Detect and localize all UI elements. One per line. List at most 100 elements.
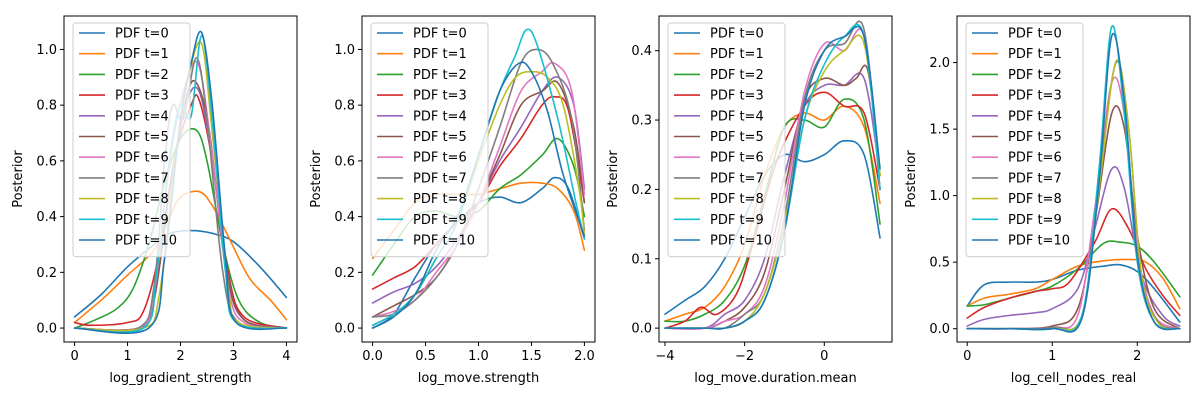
y-tick-label: 0.2 <box>334 266 355 281</box>
series-lines <box>371 28 586 329</box>
legend-entry: PDF t=4 <box>710 109 764 124</box>
legend-entry: PDF t=1 <box>1008 47 1062 62</box>
legend-entry: PDF t=3 <box>115 89 169 104</box>
axes-frame <box>658 15 893 343</box>
legend-entry: PDF t=0 <box>1008 27 1062 42</box>
axes-frame <box>956 15 1191 343</box>
x-tick-label: 0 <box>963 349 971 364</box>
legend-entry: PDF t=5 <box>1008 130 1062 145</box>
x-axis-label: log_move.duration.mean <box>694 371 856 386</box>
legend-entry: PDF t=9 <box>1008 213 1062 228</box>
legend-entry: PDF t=2 <box>115 68 169 83</box>
legend-entry: PDF t=6 <box>1008 151 1062 166</box>
legend-entry: PDF t=10 <box>413 234 475 249</box>
y-tick-label: 0.0 <box>36 322 57 337</box>
y-axis-label: Posterior <box>309 150 324 208</box>
y-tick-label: 0.0 <box>929 322 950 337</box>
legend-entry: PDF t=0 <box>413 27 467 42</box>
y-axis-label: Posterior <box>606 150 621 208</box>
legend: PDF t=0 PDF t=1 PDF t=2 PDF t=3 PDF t=4 PDF t… <box>72 22 191 258</box>
series-line-t3 <box>966 207 1181 319</box>
x-tick-label: 0 <box>820 349 828 364</box>
y-tick-label: 1.5 <box>929 123 950 138</box>
legend-entry: PDF t=4 <box>115 109 169 124</box>
legend-entry: PDF t=2 <box>1008 68 1062 83</box>
series-line-t1 <box>966 258 1181 310</box>
legend-entry: PDF t=6 <box>413 151 467 166</box>
y-tick-label: 0.4 <box>631 44 652 59</box>
y-tick-label: 0.5 <box>929 256 950 271</box>
legend-entry: PDF t=8 <box>413 192 467 207</box>
series-line-t9 <box>73 34 288 333</box>
legend-entry: PDF t=3 <box>1008 89 1062 104</box>
x-tick-label: 0.5 <box>415 349 436 364</box>
legend-entry: PDF t=7 <box>115 171 169 186</box>
legend-entry: PDF t=6 <box>115 151 169 166</box>
series-line-t10 <box>664 25 881 330</box>
legend-entry: PDF t=2 <box>413 68 467 83</box>
x-tick-label: 1.0 <box>468 349 489 364</box>
y-tick-label: 0.1 <box>631 252 652 267</box>
y-tick-label: 0.6 <box>36 154 57 169</box>
subplot-2: 0.0 0.5 1.0 1.5 2.0 0.0 0.2 0.4 0.6 0.8 1.0 log_mov… <box>309 15 596 386</box>
x-tick-label: 2 <box>176 349 184 364</box>
y-tick-label: 0.2 <box>36 266 57 281</box>
series-line-t4 <box>371 76 586 304</box>
x-tick-label: 1 <box>123 349 131 364</box>
legend-entry: PDF t=10 <box>1008 234 1070 249</box>
legend: PDF t=0 PDF t=1 PDF t=2 PDF t=3 PDF t=4 PDF t… <box>965 22 1084 258</box>
subplot-3: −4 −2 0 0.0 0.1 0.2 0.3 0.4 log_move.duration.me… <box>606 15 893 386</box>
series-lines <box>966 25 1181 333</box>
legend-entry: PDF t=6 <box>710 151 764 166</box>
legend-entry: PDF t=0 <box>115 27 169 42</box>
x-axis-label: log_move.strength <box>418 371 540 386</box>
y-tick-label: 0.0 <box>631 322 652 337</box>
x-tick-label: 4 <box>282 349 290 364</box>
legend-entry: PDF t=2 <box>710 68 764 83</box>
legend-entry: PDF t=5 <box>710 130 764 145</box>
y-axis-label: Posterior <box>904 150 919 208</box>
subplot-1: 0 1 2 3 4 0.0 0.2 0.4 0.6 0.8 1.0 log_gradient_stre… <box>11 15 298 386</box>
legend-entry: PDF t=1 <box>710 47 764 62</box>
legend-entry: PDF t=3 <box>413 89 467 104</box>
legend-entry: PDF t=9 <box>115 213 169 228</box>
x-tick-label: 0.0 <box>362 349 383 364</box>
y-tick-label: 1.0 <box>36 43 57 58</box>
y-tick-label: 0.2 <box>631 183 652 198</box>
y-tick-label: 0.6 <box>334 154 355 169</box>
legend: PDF t=0 PDF t=1 PDF t=2 PDF t=3 PDF t=4 PDF t… <box>370 22 489 258</box>
legend-entry: PDF t=1 <box>413 47 467 62</box>
legend-entry: PDF t=5 <box>413 130 467 145</box>
x-axis-label: log_gradient_strength <box>109 371 251 386</box>
series-line-t10 <box>966 32 1181 333</box>
legend-entry: PDF t=7 <box>1008 171 1062 186</box>
y-tick-label: 2.0 <box>929 56 950 71</box>
legend-entry: PDF t=7 <box>413 171 467 186</box>
x-tick-label: 1.5 <box>521 349 542 364</box>
legend-entry: PDF t=9 <box>413 213 467 228</box>
legend-entry: PDF t=4 <box>413 109 467 124</box>
legend-entry: PDF t=8 <box>115 192 169 207</box>
x-tick-label: 0 <box>70 349 78 364</box>
legend-entry: PDF t=5 <box>115 130 169 145</box>
legend: PDF t=0 PDF t=1 PDF t=2 PDF t=3 PDF t=4 PDF t… <box>667 22 786 258</box>
y-tick-label: 0.8 <box>36 99 57 114</box>
y-tick-label: 1.0 <box>929 189 950 204</box>
series-line-t0 <box>371 176 586 329</box>
series-line-t6 <box>73 60 288 332</box>
y-tick-label: 0.3 <box>631 114 652 129</box>
legend-entry: PDF t=7 <box>710 171 764 186</box>
series-line-t10 <box>371 61 586 329</box>
legend-entry: PDF t=10 <box>710 234 772 249</box>
y-tick-label: 1.0 <box>334 43 355 58</box>
legend-entry: PDF t=4 <box>1008 109 1062 124</box>
legend-entry: PDF t=3 <box>710 89 764 104</box>
series-line-t6 <box>664 28 881 330</box>
x-tick-label: 2 <box>1133 349 1141 364</box>
series-line-t3 <box>371 95 586 290</box>
legend-entry: PDF t=9 <box>710 213 764 228</box>
y-tick-label: 0.4 <box>334 210 355 225</box>
y-tick-label: 0.4 <box>36 210 57 225</box>
x-tick-label: 3 <box>229 349 237 364</box>
